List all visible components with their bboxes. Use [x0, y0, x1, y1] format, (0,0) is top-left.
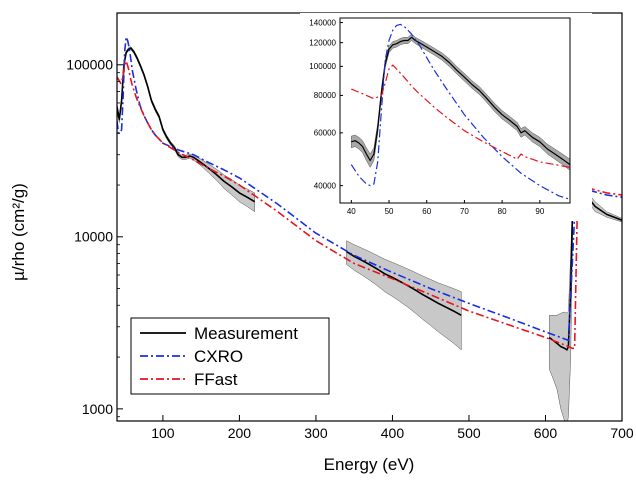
- main-series-0-line-0: [117, 47, 256, 203]
- legend-label-1: CXRO: [194, 347, 243, 366]
- inset-x-tick-label-1: 50: [385, 207, 394, 216]
- inset-y-tick-label-5: 140000: [309, 18, 336, 27]
- inset-y-tick-label-2: 80000: [314, 91, 337, 100]
- inset-x-tick-label-2: 60: [422, 207, 431, 216]
- main-y-tick-label-1: 10000: [74, 229, 113, 245]
- main-x-tick-label-1: 200: [228, 425, 252, 441]
- inset-y-tick-label-3: 100000: [309, 62, 336, 71]
- legend-label-2: FFast: [194, 370, 238, 389]
- inset-series-0-line-0: [351, 36, 570, 166]
- inset-y-tick-label-1: 60000: [314, 129, 337, 138]
- main-x-tick-label-2: 300: [304, 425, 328, 441]
- main-x-tick-label-4: 500: [457, 425, 481, 441]
- inset-x-tick-label-0: 40: [347, 207, 356, 216]
- legend-label-0: Measurement: [194, 324, 298, 343]
- y-axis-label: µ/rho (cm²/g): [9, 183, 28, 281]
- main-series-2-line-0: [117, 60, 622, 350]
- inset-series-2-line-0: [351, 64, 570, 168]
- inset-plot: 40 50 60 70 80 90 40000 60000 80000 100000 120000 1…: [300, 13, 592, 221]
- main-y-tick-label-0: 1000: [82, 401, 113, 417]
- main-series-1-line-0: [117, 36, 622, 342]
- inset-series-0-uncertainty-band-0: [351, 33, 570, 171]
- inset-x-tick-label-5: 90: [535, 207, 544, 216]
- main-x-tick-label-6: 700: [610, 425, 634, 441]
- main-x-tick-label-5: 600: [534, 425, 558, 441]
- legend: Measurement CXRO FFast: [130, 317, 330, 395]
- inset-x-tick-label-4: 80: [498, 207, 507, 216]
- inset-data-area: [350, 23, 570, 200]
- main-x-tick-label-0: 100: [151, 425, 175, 441]
- inset-y-tick-label-4: 120000: [309, 38, 336, 47]
- inset-background: [340, 18, 570, 203]
- main-x-tick-label-3: 400: [381, 425, 405, 441]
- inset-series-1-line-0: [350, 23, 570, 200]
- inset-y-tick-label-0: 40000: [314, 181, 337, 190]
- inset-frame: [339, 17, 571, 204]
- main-y-tick-label-2: 100000: [66, 57, 113, 73]
- inset-x-tick-label-3: 70: [460, 207, 469, 216]
- x-axis-label: Energy (eV): [324, 455, 415, 474]
